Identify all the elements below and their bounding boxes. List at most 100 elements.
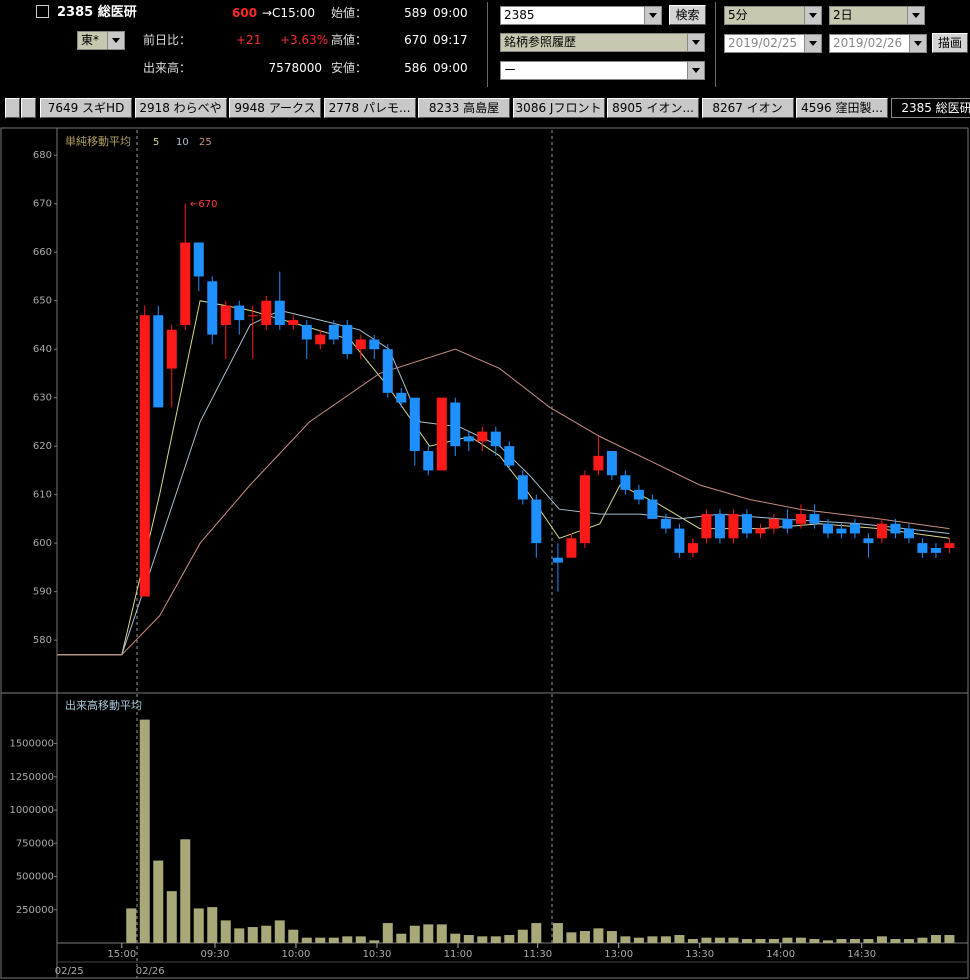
volume-bar bbox=[477, 936, 488, 943]
volume-bar bbox=[701, 937, 712, 943]
candle-body bbox=[166, 329, 177, 369]
candle-body bbox=[863, 538, 874, 544]
volume-bar bbox=[741, 939, 752, 943]
candle-body bbox=[355, 339, 366, 350]
dropdown-arrow bbox=[687, 62, 704, 79]
candle-body bbox=[876, 523, 887, 539]
volume-bar bbox=[342, 936, 353, 943]
volume-bar bbox=[930, 935, 941, 943]
x-tick-label: 10:00 bbox=[282, 949, 311, 960]
draw-button[interactable]: 描画 bbox=[932, 33, 968, 53]
stock-tab[interactable]: 8267 イオン bbox=[701, 98, 794, 118]
volume-bar bbox=[660, 936, 671, 943]
stock-tab[interactable]: 2918 わらべや bbox=[134, 98, 227, 118]
interval-select[interactable]: 5分 bbox=[724, 6, 822, 25]
low-time: 09:00 bbox=[433, 61, 468, 75]
dropdown-arrow bbox=[909, 35, 926, 52]
stock-tab[interactable]: 4596 窪田製... bbox=[796, 98, 888, 118]
change-label: 前日比： bbox=[143, 33, 192, 47]
interval-text: 5分 bbox=[728, 8, 748, 22]
tab-scroll-first[interactable] bbox=[5, 98, 20, 118]
date-from[interactable]: 2019/02/25 bbox=[724, 34, 822, 53]
date-from-text: 2019/02/25 bbox=[728, 36, 798, 50]
candle-body bbox=[714, 514, 725, 539]
stock-tab[interactable]: 2385 総医研 bbox=[890, 98, 970, 118]
y-tick-label: 1250000 bbox=[9, 772, 54, 783]
volume-bar bbox=[782, 937, 793, 943]
candle-body bbox=[369, 339, 380, 350]
volume-bar bbox=[579, 931, 590, 943]
open: 589 bbox=[404, 6, 427, 20]
stock-tab[interactable]: 8233 高島屋 bbox=[418, 98, 510, 118]
volume-bar bbox=[504, 935, 515, 943]
volume-bar bbox=[876, 936, 887, 943]
market-select[interactable]: 東* bbox=[77, 31, 125, 50]
volume-bar bbox=[382, 923, 393, 943]
dropdown-arrow bbox=[644, 7, 661, 24]
candle-body bbox=[633, 489, 644, 500]
candle-body bbox=[139, 315, 150, 597]
history-select[interactable]: 銘柄参照履歴 bbox=[500, 33, 705, 52]
volume-bar bbox=[687, 939, 698, 943]
y-tick-label: 620 bbox=[33, 441, 52, 452]
moving-average-line bbox=[57, 348, 950, 656]
volume-bar bbox=[247, 927, 258, 943]
candle-body bbox=[193, 242, 204, 277]
volume-bar bbox=[755, 939, 766, 943]
tab-scroll-prev[interactable] bbox=[21, 98, 36, 118]
volume-bar bbox=[917, 937, 928, 943]
x-tick-label: 14:00 bbox=[766, 949, 795, 960]
candle-body bbox=[342, 324, 353, 355]
date-label: 02/25 bbox=[55, 966, 84, 977]
volume: 7578000 bbox=[268, 61, 322, 75]
y-tick-label: 610 bbox=[33, 490, 52, 501]
dropdown-arrow bbox=[804, 35, 821, 52]
candle-body bbox=[450, 402, 461, 447]
candle-body bbox=[579, 475, 590, 544]
x-tick-label: 11:00 bbox=[444, 949, 473, 960]
x-tick-label: 13:30 bbox=[685, 949, 714, 960]
candle-body bbox=[701, 514, 712, 539]
volume-bar bbox=[139, 719, 150, 943]
candle-body bbox=[382, 349, 393, 393]
stock-tab[interactable]: 7649 スギHD bbox=[40, 98, 132, 118]
stock-tab[interactable]: 2778 パレモ... bbox=[323, 98, 416, 118]
volume-bar bbox=[944, 935, 955, 943]
stock-tab[interactable]: 3086 Jフロント bbox=[512, 98, 605, 118]
candle-body bbox=[566, 538, 577, 558]
volume-bar bbox=[261, 925, 272, 943]
volume-bar bbox=[768, 939, 779, 943]
stock-tab[interactable]: 9948 アークス bbox=[229, 98, 321, 118]
volume-bar bbox=[288, 929, 299, 943]
high: 670 bbox=[404, 33, 427, 47]
search-button[interactable]: 検索 bbox=[669, 5, 706, 25]
candle-body bbox=[552, 557, 563, 563]
candle-body bbox=[795, 514, 806, 524]
volume-bar bbox=[166, 891, 177, 943]
sub-select[interactable]: ー bbox=[500, 61, 705, 80]
volume-bar bbox=[822, 940, 833, 943]
volume-bar bbox=[809, 939, 820, 943]
y-tick-label: 660 bbox=[33, 247, 52, 258]
stock-tab[interactable]: 8905 イオン... bbox=[607, 98, 699, 118]
code-input[interactable]: 2385 bbox=[500, 6, 662, 25]
legend-entry: 10 bbox=[176, 137, 189, 148]
x-tick-label: 11:30 bbox=[523, 949, 552, 960]
volume-bar bbox=[207, 907, 218, 943]
dropdown-arrow bbox=[687, 34, 704, 51]
code-text: 2385 bbox=[504, 8, 535, 22]
volume-bar bbox=[728, 937, 739, 943]
tab-bar: 7649 スギHD 2918 わらべや 9948 アークス 2778 パレモ... 82… bbox=[0, 97, 970, 119]
legend-entry: 5 bbox=[153, 137, 159, 148]
candle-body bbox=[836, 528, 847, 534]
y-tick-label: 1000000 bbox=[9, 805, 54, 816]
stock-title: 2385 総医研 bbox=[57, 5, 137, 20]
candle-body bbox=[809, 514, 820, 524]
y-tick-label: 630 bbox=[33, 393, 52, 404]
date-to[interactable]: 2019/02/26 bbox=[829, 34, 927, 53]
y-tick-label: 580 bbox=[33, 635, 52, 646]
alert-icon[interactable] bbox=[36, 5, 49, 18]
candle-body bbox=[647, 499, 658, 519]
span-select[interactable]: 2日 bbox=[829, 6, 925, 25]
